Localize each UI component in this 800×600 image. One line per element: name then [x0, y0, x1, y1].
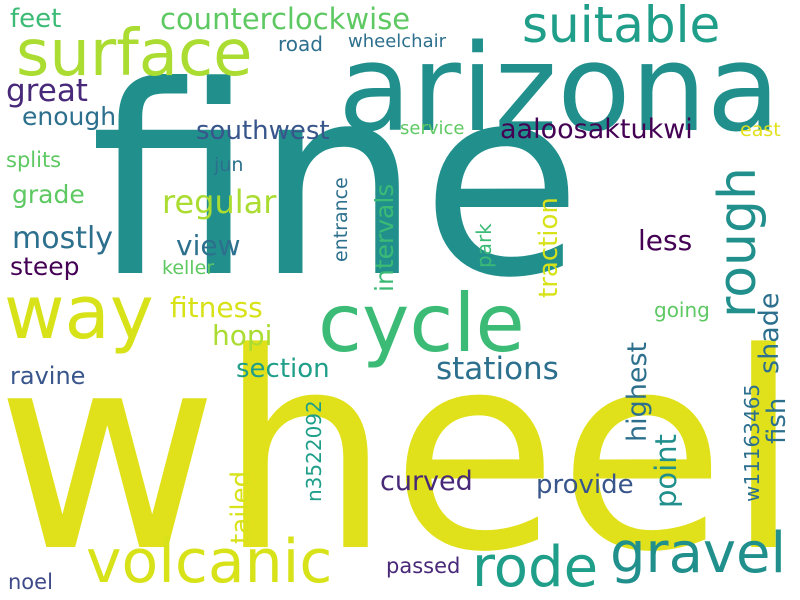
word-feet: feet: [10, 4, 62, 34]
word-surface: surface: [16, 17, 253, 91]
word-cycle: cycle: [318, 277, 525, 370]
word-w11163465: w11163465: [740, 383, 764, 502]
word-service: service: [400, 118, 465, 139]
word-fine: fine: [90, 30, 583, 335]
word-entrance: entrance: [330, 177, 352, 262]
word-wheel: wheel: [0, 296, 800, 600]
word-view: view: [176, 229, 241, 262]
word-way: way: [4, 270, 154, 356]
word-steep: steep: [10, 252, 80, 281]
word-volcanic: volcanic: [86, 527, 333, 597]
word-passed: passed: [386, 554, 461, 578]
word-splits: splits: [6, 148, 62, 172]
word-keller: keller: [162, 257, 215, 279]
word-road: road: [278, 32, 323, 56]
word-ravine: ravine: [10, 362, 86, 390]
word-rode: rode: [472, 535, 599, 600]
word-hopi: hopi: [212, 319, 273, 352]
word-park: park: [472, 223, 496, 268]
word-less: less: [638, 224, 693, 257]
word-mostly: mostly: [12, 221, 114, 256]
word-fish: fish: [762, 397, 792, 444]
word-noel: noel: [8, 570, 53, 594]
word-curved: curved: [380, 466, 473, 497]
word-counterclockwise: counterclockwise: [160, 2, 411, 36]
word-southwest: southwest: [196, 116, 330, 146]
word-jun: jun: [214, 154, 244, 176]
word-regular: regular: [162, 183, 277, 221]
word-gravel: gravel: [610, 521, 787, 586]
word-aaloosaktukwi: aaloosaktukwi: [500, 114, 693, 145]
word-section: section: [236, 354, 330, 384]
word-provide: provide: [536, 470, 634, 500]
word-grade: grade: [12, 180, 85, 209]
word-traction: traction: [534, 197, 564, 298]
word-stations: stations: [436, 351, 559, 387]
word-point: point: [649, 434, 683, 508]
word-shade: shade: [754, 292, 785, 374]
word-highest: highest: [622, 341, 653, 442]
word-going: going: [654, 298, 710, 322]
word-east: east: [740, 119, 781, 141]
word-tailed: tailed: [226, 470, 256, 544]
word-n3522092: n3522092: [302, 400, 326, 502]
word-suitable: suitable: [522, 0, 721, 54]
word-wheelchair: wheelchair: [348, 31, 447, 52]
word-arizona: arizona: [338, 20, 781, 159]
word-great: great: [6, 73, 88, 109]
word-fitness: fitness: [170, 291, 263, 324]
word-intervals: intervals: [370, 183, 399, 292]
word-enough: enough: [22, 102, 117, 131]
